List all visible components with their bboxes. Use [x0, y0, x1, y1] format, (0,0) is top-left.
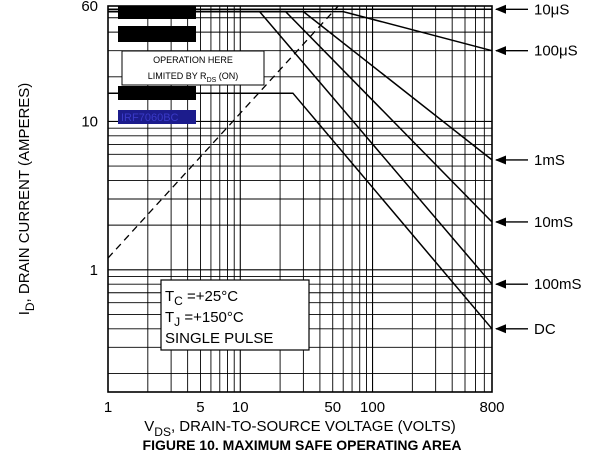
part-number-box [118, 110, 196, 124]
condition-tc-sub: C [174, 294, 183, 308]
curve-label: 100μS [534, 43, 578, 60]
x-axis-title-rest: , DRAIN-TO-SOURCE VOLTAGE (VOLTS) [171, 418, 456, 435]
conditions-box [160, 279, 310, 351]
condition-tj-rest: =+150°C [180, 309, 244, 326]
y-axis-title-sub: D [23, 302, 37, 311]
curve-label: 10μS [534, 1, 569, 18]
curve-label: DC [534, 321, 556, 338]
curve-labels: 10μS 100μS 1mS 10mS 100mS DC [495, 1, 582, 338]
x-tick-label: 800 [479, 399, 504, 416]
redacted-bar [118, 86, 196, 100]
condition-tc: TC =+25°C [165, 288, 238, 308]
y-axis-title-rest: , DRAIN CURRENT (AMPERES) [16, 83, 33, 303]
curve-arrow-head [495, 4, 506, 14]
curve-arrow-head [495, 46, 506, 56]
x-tick-label: 5 [196, 399, 204, 416]
redacted-bar [118, 26, 196, 42]
curve-label: 10mS [534, 214, 573, 231]
part-number: IRF7060BC [121, 112, 179, 124]
redacted-bar [118, 6, 196, 19]
x-tick-labels: 1 5 10 50 100 800 [104, 399, 505, 416]
x-tick-label: 100 [360, 399, 385, 416]
condition-tj: TJ =+150°C [165, 309, 244, 329]
curve-arrow-head [495, 279, 506, 289]
y-axis-title: ID, DRAIN CURRENT (AMPERES) [16, 83, 37, 316]
y-tick-label: 60 [81, 0, 98, 15]
x-axis-title: VDS, DRAIN-TO-SOURCE VOLTAGE (VOLTS) [144, 418, 455, 439]
x-axis-title-sub: DS [154, 425, 171, 439]
curve-label: 100mS [534, 276, 582, 293]
chart-title: FIGURE 10. MAXIMUM SAFE OPERATING AREA [143, 437, 462, 451]
condition-tc-main: T [165, 288, 174, 305]
x-tick-label: 10 [232, 399, 249, 416]
curve-label: 1mS [534, 152, 565, 169]
y-tick-label: 10 [81, 113, 98, 130]
x-tick-label: 1 [104, 399, 112, 416]
curve-arrow-head [495, 155, 506, 165]
rds-label-main: LIMITED BY R [148, 71, 207, 81]
x-axis-title-main: V [144, 418, 154, 435]
y-axis-title-main: I [16, 311, 33, 315]
curve-arrow-head [495, 217, 506, 227]
rds-label-line1: OPERATION HERE [153, 55, 233, 65]
condition-tj-sub: J [174, 315, 180, 329]
y-tick-label: 1 [90, 262, 98, 279]
x-tick-label: 50 [324, 399, 341, 416]
curve-arrow-head [495, 324, 506, 334]
rds-label-sub: DS [207, 77, 217, 84]
plot-frame [107, 5, 493, 393]
condition-tj-main: T [165, 309, 174, 326]
rds-label-rest: (ON) [216, 71, 238, 81]
rds-label-box [121, 50, 265, 86]
rds-on-limit-line [107, 5, 339, 259]
y-tick-labels: 1 10 60 [81, 0, 98, 279]
rds-label-line2: LIMITED BY RDS (ON) [148, 71, 239, 84]
condition-single-pulse: SINGLE PULSE [165, 330, 273, 347]
condition-tc-rest: =+25°C [183, 288, 238, 305]
